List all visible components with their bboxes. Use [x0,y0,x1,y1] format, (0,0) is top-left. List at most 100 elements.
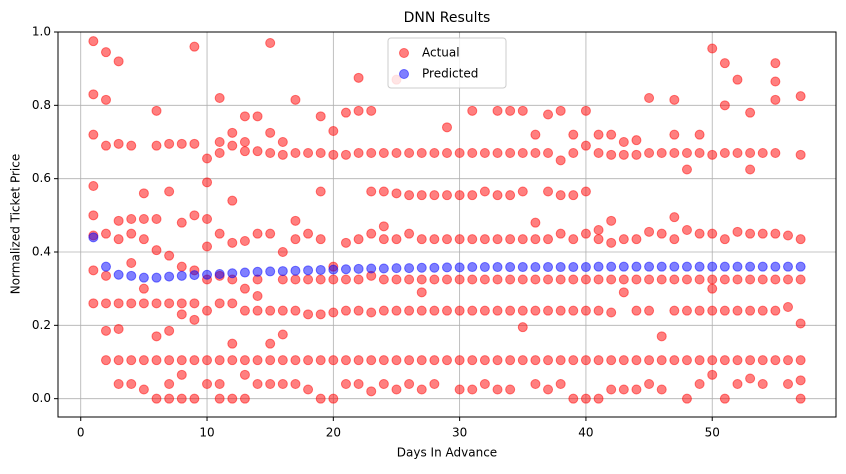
point [719,274,730,285]
point [100,94,111,105]
point [517,305,528,316]
plot-frame [57,31,837,418]
point [239,369,250,380]
point [580,355,591,366]
point [378,355,389,366]
point [138,355,149,366]
point [694,129,705,140]
point [189,355,200,366]
point [164,186,175,197]
point [757,379,768,389]
point [214,355,225,366]
point [391,234,402,245]
legend-marker [399,69,409,79]
point [100,355,111,366]
point [719,393,730,404]
point [618,149,629,160]
point [467,355,478,366]
point [442,274,452,285]
point [467,190,478,201]
point [745,107,756,118]
point [618,137,629,147]
point [151,105,162,116]
point [303,274,314,285]
point [328,126,339,136]
point [795,274,806,285]
point [732,261,743,272]
point [277,137,288,147]
point [164,325,175,336]
point [795,375,806,386]
point [126,355,137,366]
point [580,305,591,316]
point [290,355,301,366]
point [530,148,541,158]
point [202,305,213,316]
point [429,305,440,316]
point [391,274,402,285]
point [745,261,756,272]
point [378,234,389,245]
point [517,105,528,116]
point [656,274,667,285]
point [214,228,225,239]
point [328,264,339,275]
point [391,148,402,158]
x-tick-label: 0 [77,426,85,440]
point [290,265,301,276]
point [416,355,427,366]
point [618,261,629,272]
point [593,355,604,366]
point [88,265,99,276]
point [416,384,427,395]
point [681,261,692,272]
point [391,305,402,316]
point [164,271,175,282]
point [694,355,705,366]
point [277,379,288,389]
point [442,234,452,245]
point [176,309,187,320]
point [391,355,402,366]
point [239,146,250,157]
point [290,305,301,316]
point [88,181,99,191]
point [151,245,162,256]
point [429,190,440,201]
point [580,228,591,239]
point [138,384,149,395]
y-tick-label: 0.8 [32,98,51,112]
point [644,355,655,366]
point [290,234,301,245]
point [467,234,478,245]
point [416,305,427,316]
point [113,324,124,334]
point [568,148,579,158]
point [214,148,225,158]
point [454,355,465,366]
point [492,274,503,285]
point [202,379,213,389]
point [202,355,213,366]
point [340,305,351,316]
point [164,355,175,366]
point [757,355,768,366]
point [202,153,213,164]
point [467,305,478,316]
point [328,393,339,404]
point [770,274,781,285]
point [644,226,655,237]
point [202,177,213,188]
point [328,307,339,318]
legend-label: Actual [422,46,460,60]
point [340,264,351,275]
point [795,261,806,272]
point [126,214,137,224]
y-tick-label: 0.6 [32,171,51,185]
y-tick-label: 1.0 [32,25,51,39]
y-tick-label: 0.0 [32,391,51,405]
point [707,369,718,380]
point [606,355,617,366]
point [340,237,351,248]
point [290,215,301,226]
